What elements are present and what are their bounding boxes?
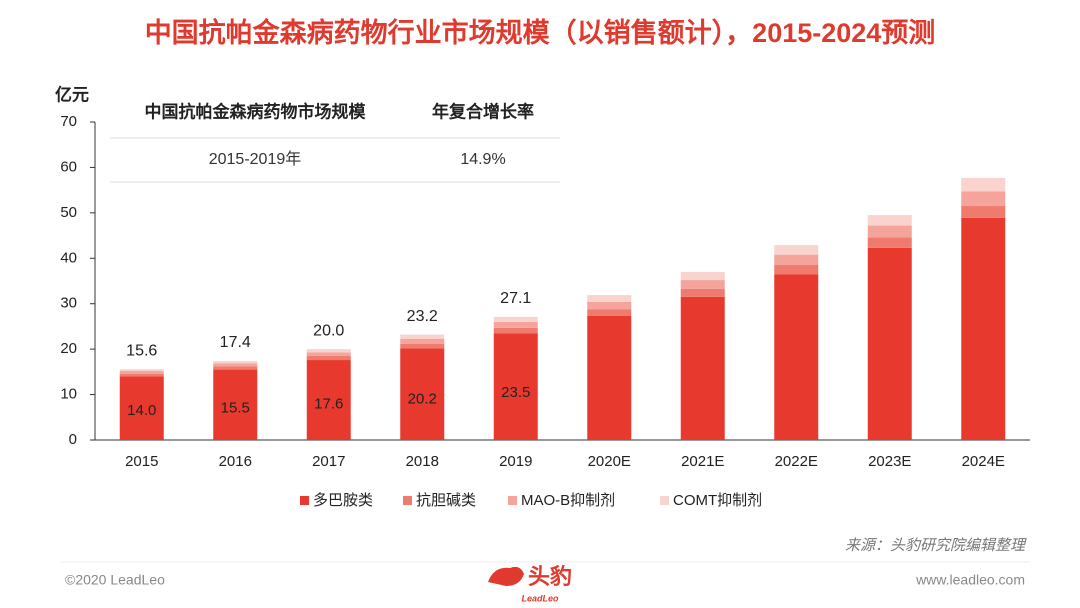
website: www.leadleo.com [915, 572, 1025, 588]
copyright: ©2020 LeadLeo [65, 572, 165, 588]
legend-swatch [403, 496, 412, 505]
bar-segment [961, 177, 1006, 192]
bar-segment [680, 288, 725, 297]
total-label: 17.4 [220, 334, 251, 351]
value-label: 14.0 [127, 402, 156, 419]
bar-segment [213, 360, 258, 364]
chart-title: 中国抗帕金森病药物行业市场规模（以销售额计），2015-2024预测 [145, 17, 936, 48]
bar-segment [119, 376, 164, 440]
value-label: 15.5 [221, 399, 250, 416]
bar-segment [961, 217, 1006, 440]
bar-segment [213, 363, 258, 367]
bar-segment [400, 334, 445, 339]
bar-segment [400, 343, 445, 349]
bar-segment [961, 191, 1006, 207]
bar-segment [680, 271, 725, 281]
legend-label: 抗胆碱类 [416, 492, 476, 509]
x-tick-label: 2024E [962, 453, 1005, 470]
bar-segment [306, 352, 351, 356]
value-label: 23.5 [501, 384, 530, 401]
table-cell: 2015-2019年 [209, 150, 302, 168]
bar-segment [493, 327, 538, 334]
y-tick-label: 10 [60, 386, 77, 403]
bar-segment [119, 369, 164, 371]
bar-segment [306, 360, 351, 440]
value-label: 17.6 [314, 395, 343, 412]
bar-segment [306, 355, 351, 361]
y-tick-label: 40 [60, 249, 77, 266]
y-tick-label: 60 [60, 158, 77, 175]
bar-segment [493, 333, 538, 440]
bar-segment [400, 348, 445, 440]
bar-segment [587, 295, 632, 302]
x-tick-label: 2016 [219, 453, 252, 470]
source-note: 来源：头豹研究院编辑整理 [845, 537, 1027, 554]
legend-label: 多巴胺类 [313, 492, 373, 509]
bar-segment [400, 338, 445, 344]
bar-segment [680, 280, 725, 289]
value-label: 20.2 [408, 390, 437, 407]
bar-segment [306, 349, 351, 353]
bar-segment [774, 245, 819, 255]
bar-segment [867, 225, 912, 238]
bar-segment [119, 373, 164, 377]
legend-swatch [300, 496, 309, 505]
bar-segment [961, 206, 1006, 218]
x-tick-label: 2015 [125, 453, 158, 470]
bar-segment [493, 316, 538, 322]
bar-segment [213, 366, 258, 370]
y-tick-label: 0 [69, 431, 77, 448]
y-tick-label: 20 [60, 340, 77, 357]
bar-segment [867, 247, 912, 440]
legend-label: COMT抑制剂 [673, 492, 762, 509]
x-tick-label: 2017 [312, 453, 345, 470]
bar-segment [774, 274, 819, 440]
bar-segment [213, 369, 258, 440]
table-cell: 14.9% [460, 151, 505, 168]
bar-segment [774, 264, 819, 275]
total-label: 27.1 [500, 290, 531, 307]
y-tick-label: 50 [60, 204, 77, 221]
x-tick-label: 2020E [588, 453, 631, 470]
x-tick-label: 2021E [681, 453, 724, 470]
x-tick-label: 2022E [775, 453, 818, 470]
x-tick-label: 2019 [499, 453, 532, 470]
y-tick-label: 70 [60, 113, 77, 130]
table-header: 年复合增长率 [432, 101, 534, 121]
total-label: 15.6 [126, 342, 157, 359]
bar-segment [587, 301, 632, 310]
total-label: 23.2 [407, 308, 438, 325]
bar-segment [867, 215, 912, 226]
bar-segment [587, 315, 632, 440]
bar-segment [493, 321, 538, 328]
logo-icon [488, 566, 524, 586]
bar-segment [680, 296, 725, 440]
y-tick-label: 30 [60, 295, 77, 312]
logo-subtext: LeadLeo [521, 593, 559, 603]
legend-swatch [660, 496, 669, 505]
bar-segment [587, 309, 632, 316]
bar-segment [867, 237, 912, 248]
logo-text: 头豹 [528, 564, 572, 589]
x-tick-label: 2018 [406, 453, 439, 470]
legend-label: MAO-B抑制剂 [521, 492, 615, 509]
legend-swatch [508, 496, 517, 505]
total-label: 20.0 [313, 322, 344, 339]
bar-segment [119, 370, 164, 374]
x-tick-label: 2023E [868, 453, 911, 470]
y-unit: 亿元 [55, 84, 89, 104]
table-header: 中国抗帕金森病药物市场规模 [145, 101, 367, 121]
bar-segment [774, 254, 819, 265]
